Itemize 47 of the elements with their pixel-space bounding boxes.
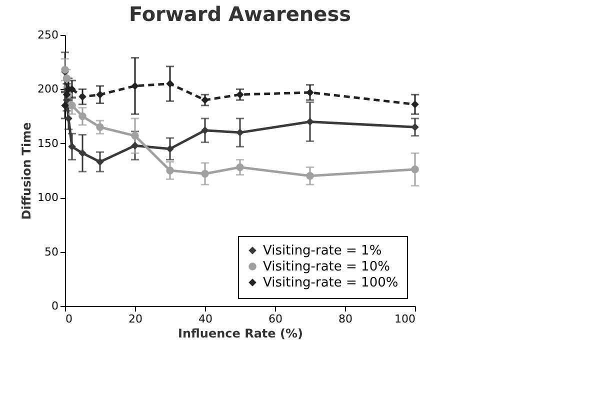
point <box>306 118 314 126</box>
point <box>131 132 139 140</box>
point <box>236 90 244 98</box>
x-axis-title: Influence Rate (%) <box>178 326 303 340</box>
point <box>306 172 314 180</box>
point <box>68 142 76 151</box>
point <box>61 102 69 110</box>
y-tick-label: 250 <box>38 28 58 42</box>
point <box>236 163 244 172</box>
point <box>411 100 419 108</box>
point <box>78 149 86 158</box>
point <box>236 128 244 136</box>
x-tick-label: 80 <box>338 312 352 326</box>
y-tick-label: 50 <box>44 245 58 258</box>
point <box>166 144 174 153</box>
point <box>96 90 104 98</box>
legend-label: Visiting-rate = 1% <box>263 244 382 258</box>
point <box>78 92 86 101</box>
point <box>201 170 209 178</box>
point <box>68 102 76 110</box>
y-tick-label: 100 <box>38 191 58 204</box>
x-tick-label: 60 <box>268 312 282 326</box>
point <box>131 82 139 90</box>
legend-label: Visiting-rate = 10% <box>263 260 390 274</box>
x-tick-label: 20 <box>128 312 142 326</box>
x-tick-label: 40 <box>198 312 212 326</box>
point <box>131 142 139 150</box>
point <box>306 88 314 96</box>
point <box>166 166 174 174</box>
point <box>201 96 209 104</box>
chart-title: Forward Awareness <box>128 2 352 26</box>
point <box>78 112 86 120</box>
legend-label: Visiting-rate = 100% <box>263 276 398 290</box>
point <box>62 74 71 82</box>
point <box>201 126 209 134</box>
point <box>96 123 104 132</box>
point <box>166 80 174 88</box>
point <box>96 158 104 166</box>
y-tick-label: 0 <box>52 300 58 312</box>
point <box>411 166 419 174</box>
x-tick-label: 0 <box>66 312 72 326</box>
point <box>411 123 419 132</box>
y-axis-title: Diffusion Time <box>20 122 34 220</box>
point <box>64 114 72 122</box>
y-tick-label: 150 <box>38 136 58 150</box>
x-tick-label: 100 <box>394 312 416 326</box>
y-tick-label: 200 <box>38 82 58 96</box>
